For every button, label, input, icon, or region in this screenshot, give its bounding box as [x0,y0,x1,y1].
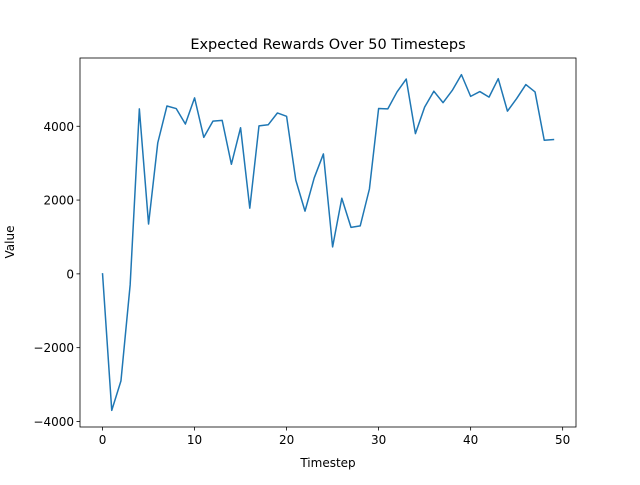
x-tick-label: 50 [555,433,570,447]
plot-frame [79,57,577,428]
y-tick-label: 4000 [43,120,74,134]
chart-title: Expected Rewards Over 50 Timesteps [190,37,465,53]
chart-marks: 0 10 20 30 40 50 −4000 −2000 0 2000 4000 [33,57,577,447]
series-line [101,73,555,412]
x-tick-label: 30 [371,433,386,447]
x-tick-label: 40 [463,433,478,447]
x-tick-label: 0 [99,433,107,447]
y-axis-label: Value [3,226,17,259]
y-tick-label: 0 [66,267,74,281]
x-axis-label: Timestep [299,456,355,470]
x-tick-label: 10 [187,433,202,447]
x-tick-label: 20 [279,433,294,447]
y-tick-label: −4000 [33,415,74,429]
y-tick-label: −2000 [33,341,74,355]
y-tick-label: 2000 [43,194,74,208]
